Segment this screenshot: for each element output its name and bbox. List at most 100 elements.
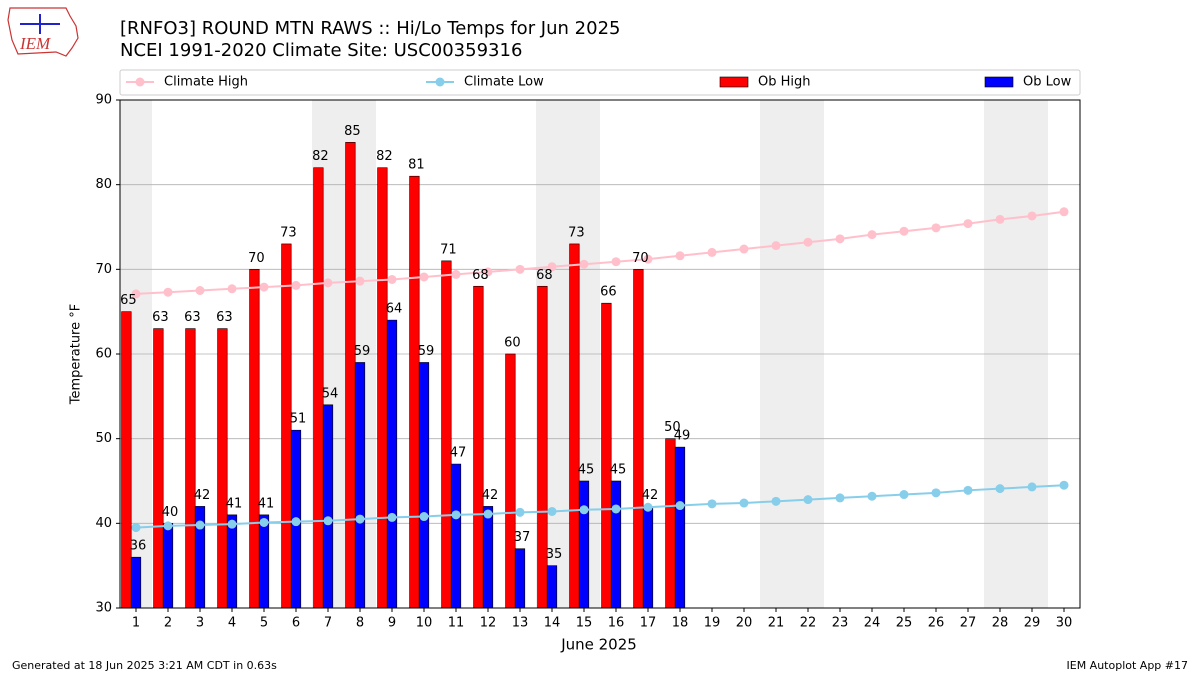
bar bbox=[569, 243, 580, 609]
data-label: 42 bbox=[194, 488, 211, 503]
bar bbox=[665, 438, 676, 609]
line-marker bbox=[963, 219, 973, 229]
x-tick-label: 19 bbox=[704, 616, 721, 631]
bar bbox=[226, 514, 238, 609]
bar bbox=[505, 353, 516, 609]
data-label: 36 bbox=[130, 539, 147, 554]
x-tick-label: 8 bbox=[356, 616, 364, 631]
line-marker bbox=[675, 251, 685, 261]
line-marker bbox=[387, 274, 397, 284]
x-tick-label: 14 bbox=[544, 616, 561, 631]
bar bbox=[601, 302, 612, 609]
data-label: 63 bbox=[184, 310, 201, 325]
line-marker bbox=[675, 501, 685, 511]
y-tick-label: 70 bbox=[95, 262, 112, 277]
bar bbox=[633, 269, 644, 609]
bar bbox=[441, 260, 452, 609]
line-marker bbox=[227, 284, 237, 294]
data-label: 42 bbox=[482, 488, 499, 503]
y-tick-label: 80 bbox=[95, 177, 112, 192]
data-label: 42 bbox=[642, 488, 659, 503]
x-tick-label: 27 bbox=[960, 616, 977, 631]
line-marker bbox=[355, 276, 365, 286]
line-marker bbox=[995, 484, 1005, 494]
line-marker bbox=[1027, 211, 1037, 221]
data-label: 54 bbox=[322, 386, 339, 401]
line-marker bbox=[739, 498, 749, 508]
data-label: 68 bbox=[472, 268, 489, 283]
logo-text: IEM bbox=[19, 34, 51, 53]
line-marker bbox=[611, 257, 621, 267]
bar bbox=[473, 285, 484, 609]
data-label: 59 bbox=[354, 344, 371, 359]
line-marker bbox=[995, 214, 1005, 224]
line-marker bbox=[899, 226, 909, 236]
bar bbox=[249, 269, 260, 609]
line-marker bbox=[323, 516, 333, 526]
line-marker bbox=[739, 244, 749, 254]
legend-label: Climate Low bbox=[464, 75, 544, 90]
x-tick-label: 30 bbox=[1056, 616, 1073, 631]
x-tick-label: 3 bbox=[196, 616, 204, 631]
data-label: 73 bbox=[280, 225, 297, 240]
line-marker bbox=[227, 519, 237, 529]
bar bbox=[322, 404, 334, 609]
line-marker bbox=[163, 287, 173, 297]
data-label: 37 bbox=[514, 530, 531, 545]
x-tick-label: 26 bbox=[928, 616, 945, 631]
y-tick-label: 60 bbox=[95, 347, 112, 362]
line-marker bbox=[195, 286, 205, 295]
bar bbox=[153, 328, 164, 609]
line-marker bbox=[1059, 207, 1069, 217]
bar bbox=[418, 362, 430, 609]
legend-swatch bbox=[135, 77, 145, 87]
legend-label: Climate High bbox=[164, 75, 248, 90]
logo: IEM bbox=[7, 7, 79, 57]
x-axis-label: June 2025 bbox=[560, 636, 637, 654]
line-marker bbox=[131, 523, 141, 533]
data-label: 63 bbox=[152, 310, 169, 325]
x-tick-label: 29 bbox=[1024, 616, 1041, 631]
line-marker bbox=[451, 510, 461, 520]
chart-title: [RNFO3] ROUND MTN RAWS :: Hi/Lo Temps fo… bbox=[120, 18, 620, 39]
x-tick-label: 6 bbox=[292, 616, 300, 631]
line-marker bbox=[611, 504, 621, 514]
legend-box bbox=[119, 69, 1081, 96]
footer-right: IEM Autoplot App #17 bbox=[1067, 659, 1189, 672]
data-label: 47 bbox=[450, 446, 467, 461]
y-tick-label: 90 bbox=[95, 93, 112, 108]
legend-swatch bbox=[719, 76, 749, 88]
line-marker bbox=[387, 512, 397, 522]
x-tick-label: 22 bbox=[800, 616, 817, 631]
data-label: 40 bbox=[162, 505, 179, 520]
plot-area bbox=[120, 99, 1080, 609]
bar bbox=[258, 514, 270, 609]
line-marker bbox=[547, 506, 557, 516]
data-label: 35 bbox=[546, 547, 563, 562]
bar bbox=[386, 319, 398, 609]
x-tick-label: 4 bbox=[228, 616, 236, 631]
data-label: 81 bbox=[408, 158, 425, 173]
data-label: 63 bbox=[216, 310, 233, 325]
bar bbox=[514, 548, 526, 609]
line-marker bbox=[419, 512, 429, 522]
legend-swatch bbox=[435, 77, 445, 87]
bar bbox=[121, 311, 132, 609]
data-label: 65 bbox=[120, 293, 137, 308]
data-label: 82 bbox=[376, 149, 393, 164]
x-tick-label: 28 bbox=[992, 616, 1009, 631]
x-tick-label: 20 bbox=[736, 616, 753, 631]
bar bbox=[217, 328, 228, 609]
bar bbox=[162, 523, 174, 609]
line-marker bbox=[931, 223, 941, 233]
bar bbox=[642, 506, 654, 609]
line-marker bbox=[835, 234, 845, 244]
x-tick-label: 18 bbox=[672, 616, 689, 631]
legend-label: Ob Low bbox=[1023, 75, 1072, 90]
x-tick-label: 25 bbox=[896, 616, 913, 631]
line-marker bbox=[1027, 482, 1037, 492]
x-tick-label: 16 bbox=[608, 616, 625, 631]
line-marker bbox=[803, 495, 813, 505]
y-tick-label: 40 bbox=[95, 516, 112, 531]
